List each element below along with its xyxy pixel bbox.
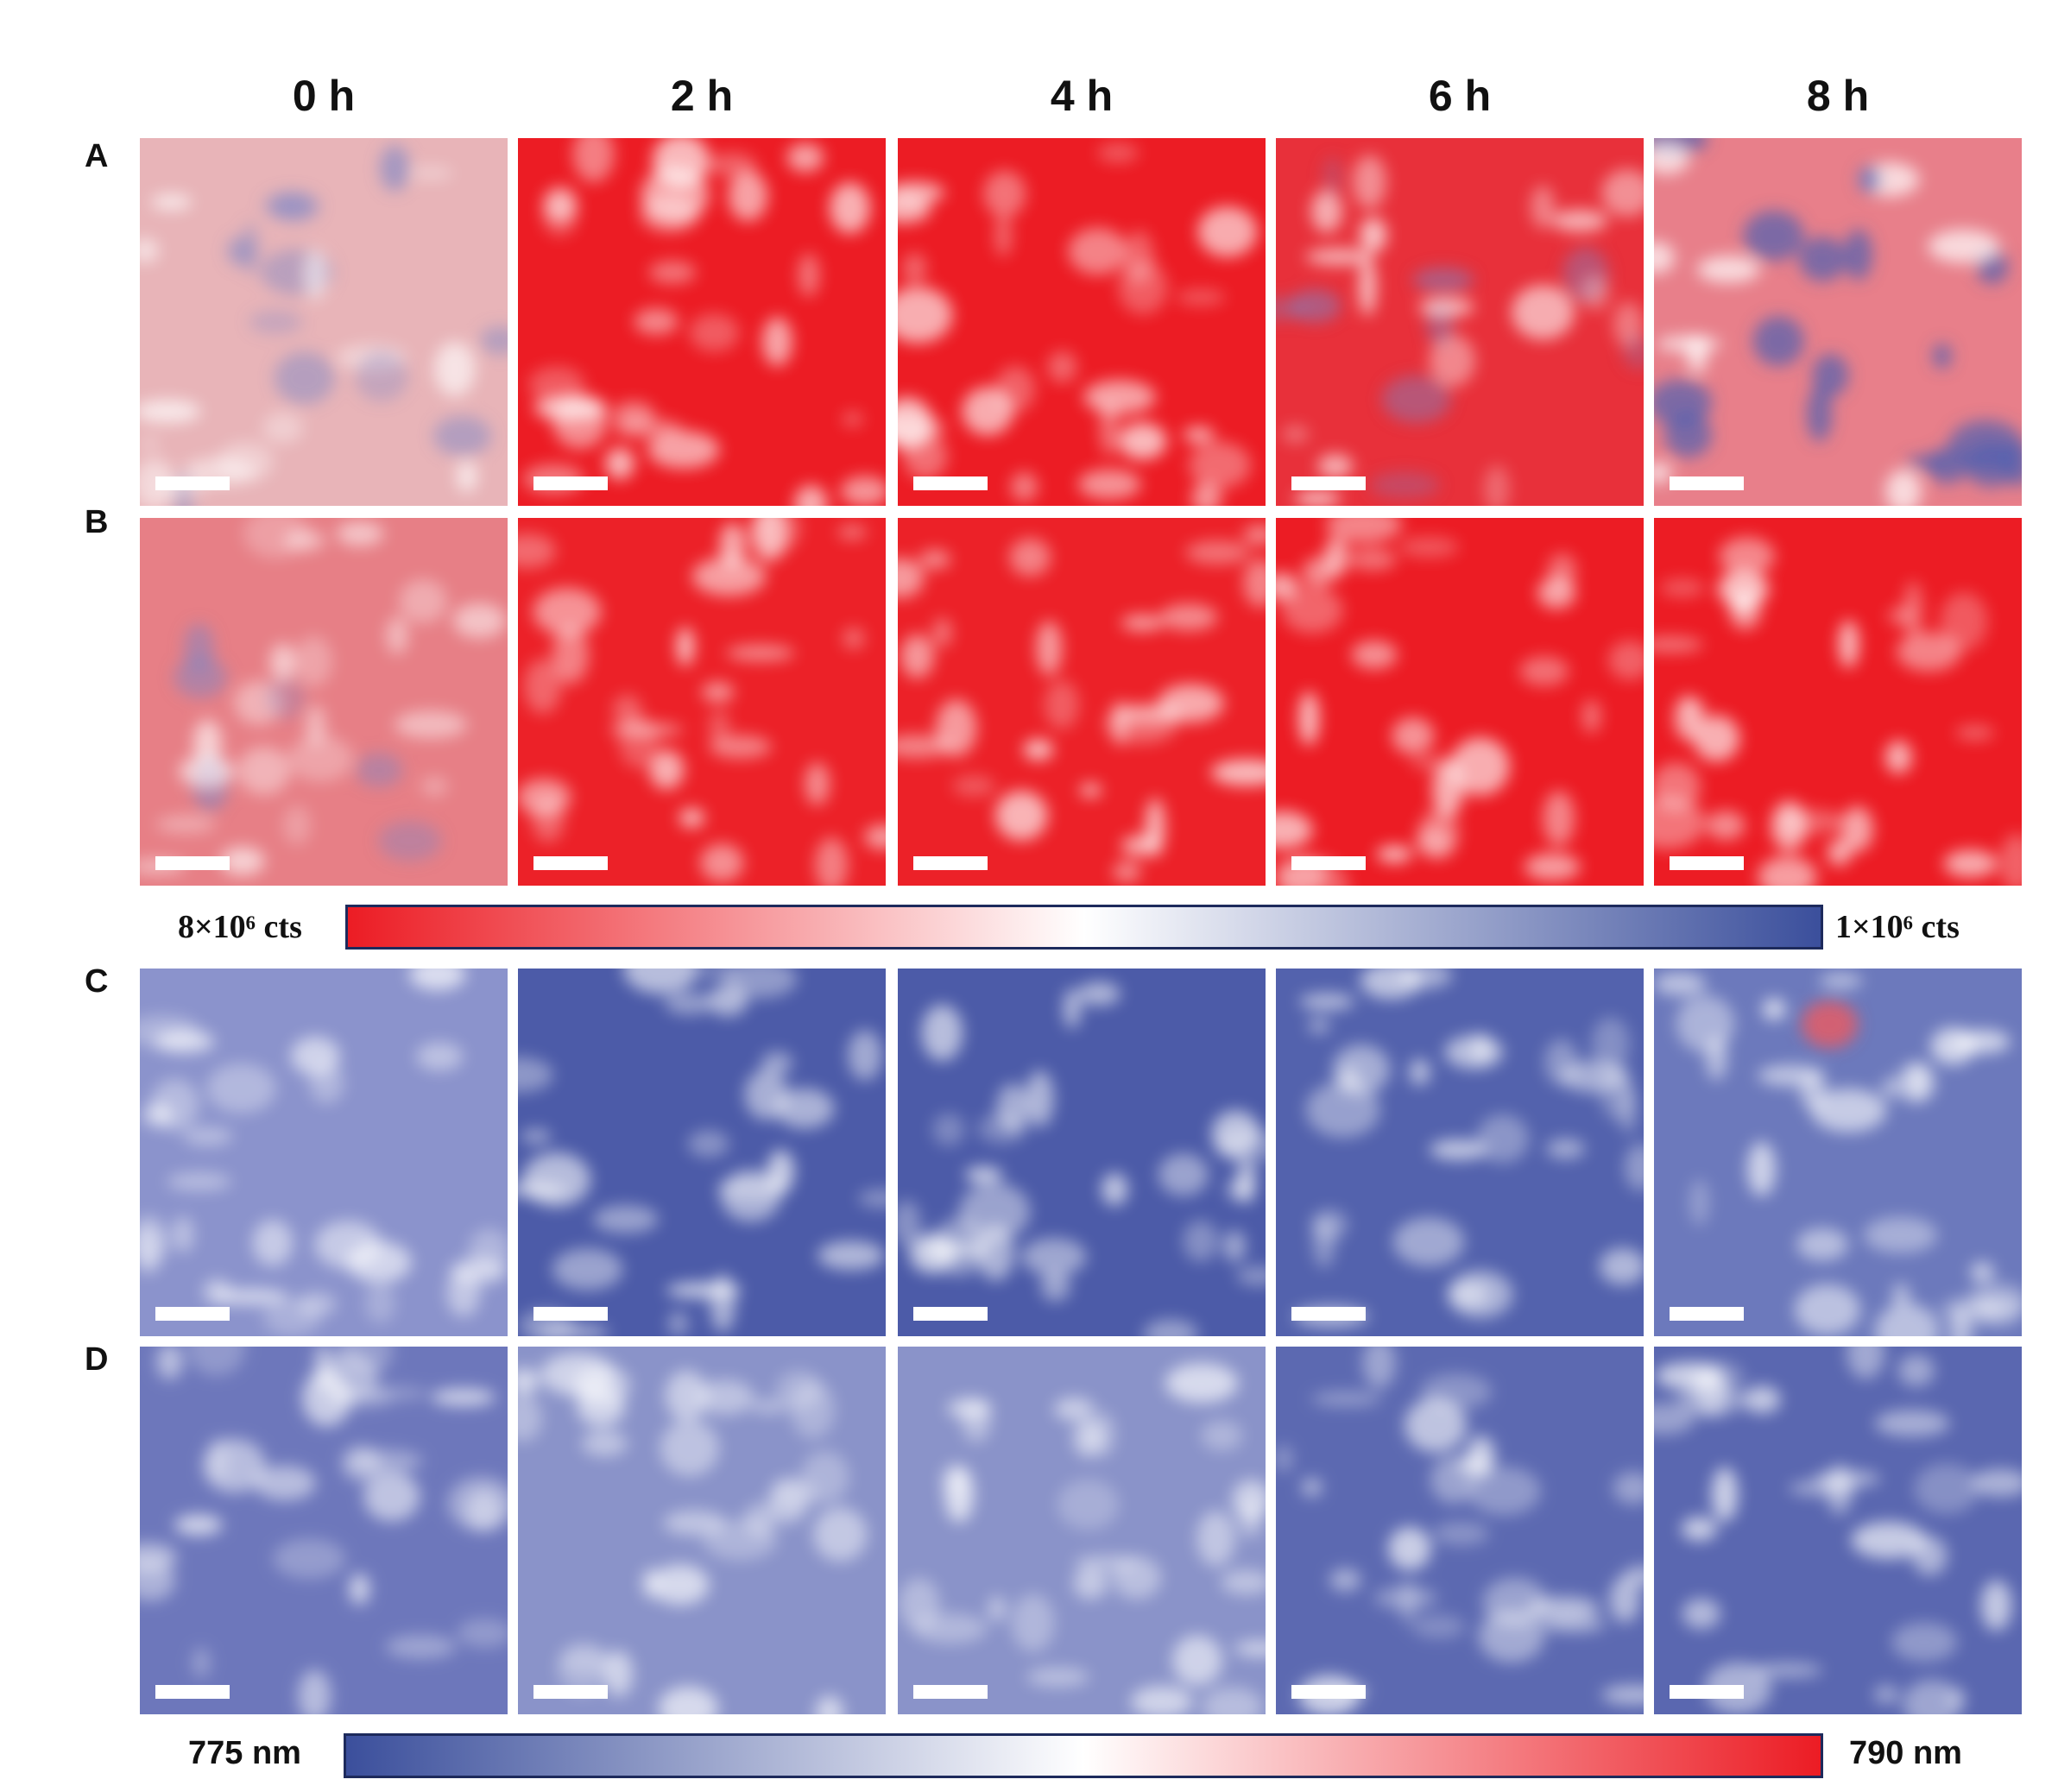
image-panel-c-6h [1276,969,1644,1336]
image-panel-d-6h [1276,1347,1644,1714]
image-panel-b-6h [1276,518,1644,886]
column-label-0h: 0 h [292,72,356,120]
column-label-6h: 6 h [1428,72,1492,120]
scale-bar [533,1685,608,1699]
image-panel-c-4h [898,969,1266,1336]
scale-bar [533,1307,608,1321]
intensity-colorbar [345,905,1823,950]
scale-bar [1670,1307,1744,1321]
scale-bar [533,476,608,490]
image-panel-d-2h [518,1347,886,1714]
scale-bar [155,856,230,870]
scale-bar [155,1685,230,1699]
wavelength-colorbar [344,1733,1823,1778]
scale-bar [1291,1685,1366,1699]
row-label-c: C [85,963,109,1000]
image-panel-a-2h [518,138,886,506]
image-panel-c-8h [1654,969,2022,1336]
row-label-d: D [85,1341,109,1378]
scale-bar [1670,476,1744,490]
image-panel-b-0h [140,518,508,886]
image-panel-a-8h [1654,138,2022,506]
scale-bar [1670,856,1744,870]
wavelength-colorbar-left-label: 775 nm [188,1735,301,1771]
scale-bar [1291,856,1366,870]
scale-bar [913,856,988,870]
image-panel-a-4h [898,138,1266,506]
scale-bar [913,1685,988,1699]
scale-bar [1291,1307,1366,1321]
image-panel-d-0h [140,1347,508,1714]
image-panel-c-2h [518,969,886,1336]
column-label-8h: 8 h [1806,72,1870,120]
scale-bar [1670,1685,1744,1699]
scale-bar [1291,476,1366,490]
scale-bar [533,856,608,870]
image-panel-b-4h [898,518,1266,886]
image-panel-c-0h [140,969,508,1336]
image-panel-d-4h [898,1347,1266,1714]
intensity-colorbar-left-label: 8×10⁶ cts [178,909,302,945]
scale-bar [155,1307,230,1321]
wavelength-colorbar-right-label: 790 nm [1849,1735,1962,1771]
image-panel-a-0h [140,138,508,506]
scale-bar [913,476,988,490]
column-label-2h: 2 h [670,72,734,120]
image-panel-a-6h [1276,138,1644,506]
column-label-4h: 4 h [1050,72,1114,120]
image-panel-b-8h [1654,518,2022,886]
intensity-colorbar-right-label: 1×10⁶ cts [1835,909,1960,945]
row-label-a: A [85,138,109,174]
scale-bar [913,1307,988,1321]
row-label-b: B [85,504,109,540]
image-panel-d-8h [1654,1347,2022,1714]
image-panel-b-2h [518,518,886,886]
scale-bar [155,476,230,490]
